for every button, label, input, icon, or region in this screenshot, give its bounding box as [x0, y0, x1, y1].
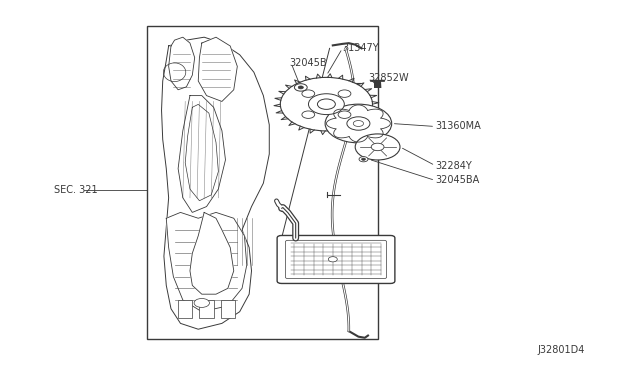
Circle shape — [338, 111, 351, 118]
Polygon shape — [169, 37, 195, 90]
Circle shape — [302, 111, 315, 118]
Circle shape — [353, 121, 364, 126]
Text: 31360MA: 31360MA — [435, 122, 481, 131]
Text: SEC. 321: SEC. 321 — [54, 185, 98, 195]
Polygon shape — [198, 37, 237, 102]
Bar — [200, 300, 214, 318]
Circle shape — [371, 143, 384, 151]
Circle shape — [359, 157, 368, 162]
Text: 31347Y: 31347Y — [342, 44, 379, 53]
Polygon shape — [166, 212, 247, 312]
Circle shape — [347, 117, 370, 130]
Circle shape — [317, 99, 335, 109]
Circle shape — [362, 158, 365, 160]
Circle shape — [328, 257, 337, 262]
Bar — [178, 300, 192, 318]
Circle shape — [338, 90, 351, 97]
Bar — [147, 26, 378, 339]
Circle shape — [355, 134, 400, 160]
Circle shape — [325, 104, 392, 143]
Circle shape — [194, 298, 209, 307]
Circle shape — [298, 86, 303, 89]
Circle shape — [302, 90, 315, 97]
Polygon shape — [161, 37, 269, 329]
Circle shape — [280, 77, 372, 131]
Polygon shape — [190, 212, 234, 294]
Polygon shape — [178, 96, 225, 212]
Circle shape — [294, 84, 307, 91]
Text: 32284Y: 32284Y — [435, 161, 472, 170]
Text: 32045B: 32045B — [289, 58, 327, 68]
Text: J32801D4: J32801D4 — [538, 345, 585, 355]
FancyBboxPatch shape — [277, 235, 395, 283]
Circle shape — [308, 94, 344, 115]
Bar — [221, 300, 235, 318]
Text: 32045BA: 32045BA — [435, 176, 479, 185]
Text: 32852W: 32852W — [368, 73, 408, 83]
